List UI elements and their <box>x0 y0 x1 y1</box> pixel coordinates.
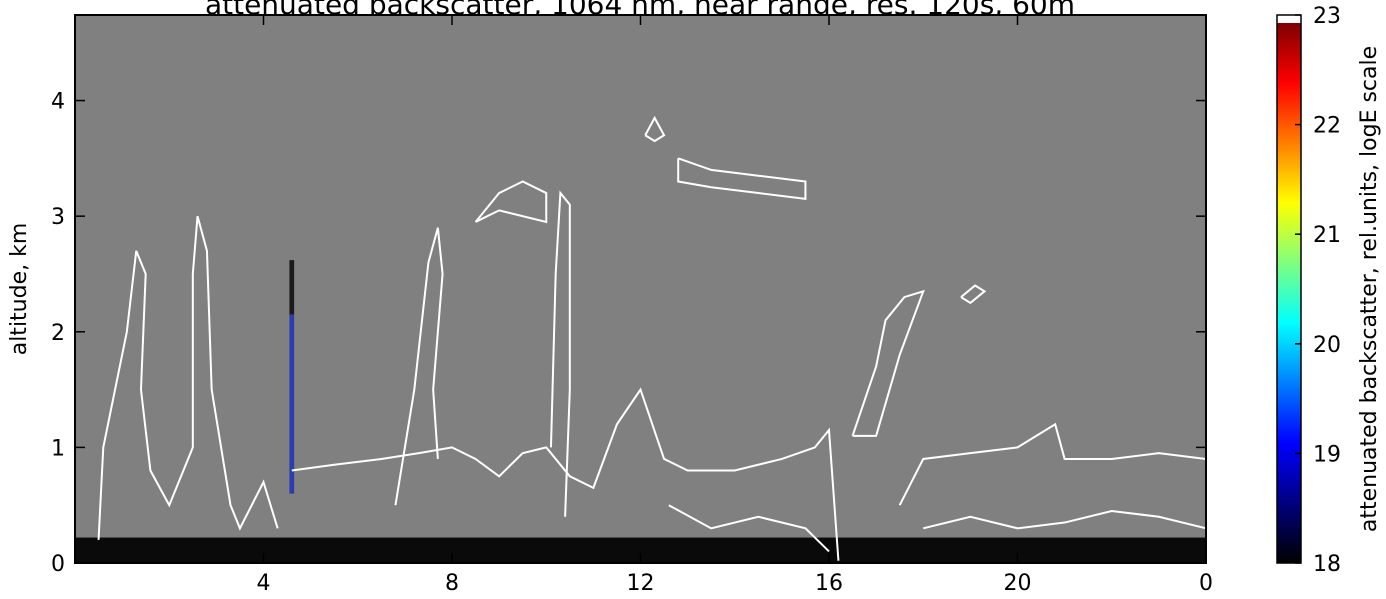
colorbar-tick-label: 18 <box>1313 552 1341 577</box>
colorbar-label: attenuated backscatter, rel.units, logE … <box>1357 46 1382 532</box>
y-tick-label: 4 <box>51 90 65 115</box>
x-tick-label: 4 <box>257 571 271 596</box>
contour-line <box>97 215 279 540</box>
colorbar-tick-label: 20 <box>1313 333 1341 358</box>
contour-line <box>923 509 1207 530</box>
x-tick-label: 20 <box>1004 571 1032 596</box>
x-tick-label: 12 <box>627 571 655 596</box>
band <box>289 314 295 494</box>
contour-line <box>549 190 571 517</box>
x-tick-label: 16 <box>815 571 843 596</box>
contour-line <box>677 157 807 200</box>
heatmap-background <box>75 15 1206 563</box>
colorbar-tick-label: 22 <box>1313 114 1341 139</box>
y-tick-label: 1 <box>51 436 65 461</box>
contour-line <box>851 289 925 437</box>
contour-line <box>394 227 444 506</box>
contour-line <box>291 387 840 561</box>
contour-line <box>644 115 666 143</box>
band <box>289 260 295 315</box>
x-tick-label: 8 <box>445 571 459 596</box>
contour-line <box>960 284 987 305</box>
colorbar <box>1276 14 1302 564</box>
y-axis-label: altitude, km <box>7 223 32 356</box>
contour-line <box>668 504 830 553</box>
colorbar-tick-label: 19 <box>1313 442 1341 467</box>
y-tick-label: 3 <box>51 205 65 230</box>
contour-line <box>474 180 548 224</box>
x-tick-label: 0 <box>1199 571 1213 596</box>
colorbar-tick-label: 21 <box>1313 223 1341 248</box>
contour-line <box>898 422 1207 506</box>
colorbar-tick-label: 23 <box>1313 4 1341 29</box>
y-tick-label: 2 <box>51 321 65 346</box>
y-tick-label: 0 <box>51 552 65 577</box>
